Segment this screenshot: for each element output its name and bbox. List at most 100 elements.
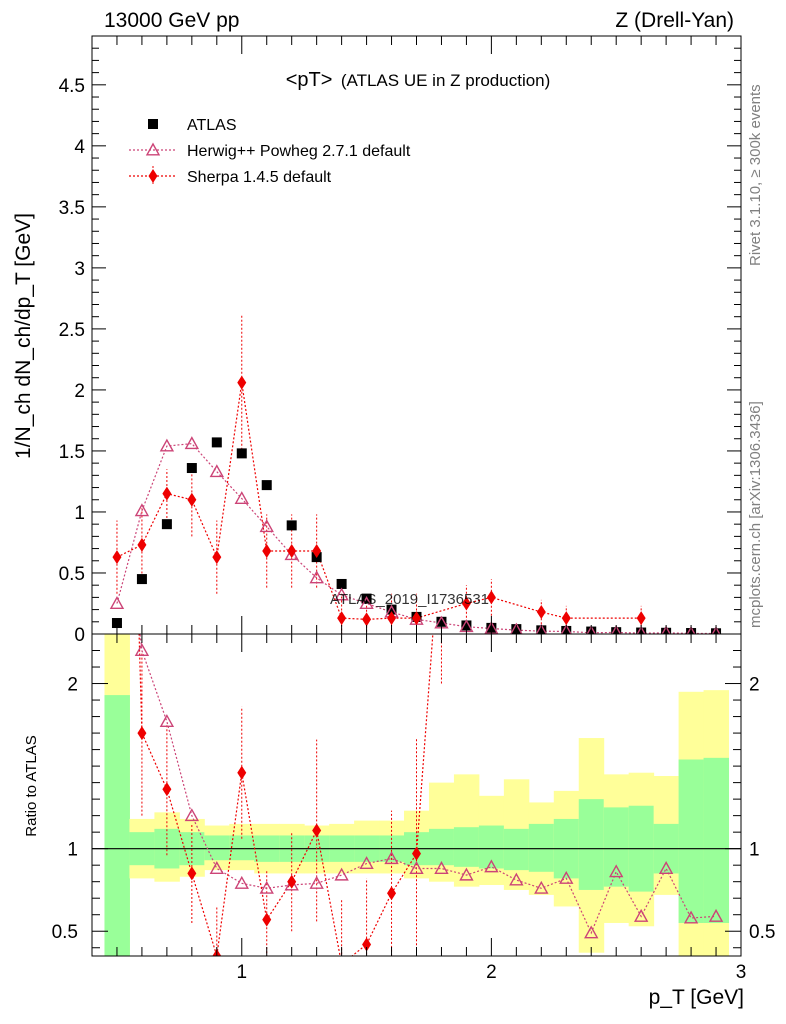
- ratio-y-tick-label-right: 2: [749, 675, 760, 696]
- atlas-point: [161, 519, 172, 530]
- main-title-main: <pT>: [286, 69, 333, 91]
- sherpa-point: [112, 550, 122, 565]
- main-title-sub: (ATLAS UE in Z production): [341, 71, 550, 90]
- herwig-point: [134, 503, 150, 517]
- herwig-ratio-point: [509, 872, 524, 886]
- ratio-y-tick-label-right: 0.5: [749, 922, 775, 943]
- sherpa-point: [187, 492, 197, 507]
- sherpa-point: [212, 550, 222, 565]
- sherpa-ratio-point: [437, 511, 446, 525]
- herwig-ratio-point: [334, 867, 349, 881]
- herwig-ratio-point: [234, 875, 249, 889]
- herwig-point: [611, 624, 622, 634]
- sherpa-point: [486, 590, 496, 605]
- herwig-line: [116, 442, 717, 634]
- mcplots-label: mcplots.cern.ch [arXiv:1306.3436]: [747, 401, 764, 628]
- herwig-ratio-point: [459, 867, 474, 881]
- atlas-point: [236, 448, 247, 459]
- legend-herwig-marker: [145, 142, 161, 156]
- herwig-point: [234, 491, 249, 505]
- sherpa-point: [262, 544, 272, 559]
- herwig-point: [510, 622, 523, 634]
- sherpa-ratio-point: [262, 912, 272, 927]
- herwig-point: [636, 625, 646, 634]
- sherpa-point: [312, 544, 322, 559]
- sherpa-ratio-point: [312, 823, 322, 838]
- main-title: <pT> (ATLAS UE in Z production): [286, 69, 551, 91]
- herwig-point: [711, 626, 721, 634]
- ratio-y-tick-label: 1: [67, 840, 78, 861]
- herwig-ratio-point: [159, 714, 175, 728]
- herwig-ratio-point: [284, 877, 299, 891]
- herwig-ratio-point: [484, 859, 499, 873]
- sherpa-point: [162, 486, 172, 501]
- herwig-ratio-point: [609, 864, 624, 878]
- rivet-label: Rivet 3.1.10, ≥ 300k events: [747, 84, 764, 266]
- sherpa-point: [337, 611, 347, 626]
- ratio-x-tick-label: 3: [736, 962, 747, 983]
- herwig-ratio-line: [139, 634, 717, 935]
- atlas-point: [211, 437, 222, 448]
- herwig-ratio-point: [259, 880, 274, 894]
- ratio-y-tick-label-right: 1: [749, 840, 760, 861]
- herwig-ratio-point: [633, 908, 649, 922]
- sherpa-point: [362, 612, 372, 627]
- sherpa-point: [412, 611, 421, 626]
- atlas-point: [436, 616, 447, 627]
- herwig-point: [560, 623, 572, 634]
- main-y-tick-label: 2: [74, 381, 85, 402]
- ratio-plot-area: [92, 511, 741, 971]
- sherpa-point: [387, 611, 397, 626]
- ratio-y-tick-label: 0.5: [52, 922, 78, 943]
- band-1sigma: [528, 823, 555, 872]
- herwig-point: [686, 625, 696, 634]
- atlas-point: [336, 578, 347, 589]
- main-y-tick-label: 4: [74, 137, 85, 158]
- ratio-x-tick-label: 1: [236, 962, 247, 983]
- band-1sigma: [204, 835, 230, 861]
- sherpa-ratio-point: [362, 937, 372, 952]
- sherpa-ratio-point: [387, 886, 397, 901]
- sherpa-ratio-point: [287, 874, 297, 889]
- sherpa-ratio-point: [137, 726, 147, 741]
- herwig-point: [109, 596, 125, 609]
- ratio-axes: 0.5 0.5 1 1 2 2 1 2 3: [52, 634, 775, 983]
- ratio-x-label: p_T [GeV]: [649, 986, 744, 1009]
- herwig-ratio-point: [384, 851, 399, 865]
- herwig-ratio-point: [359, 856, 374, 870]
- ratio-x-tick-label: 2: [486, 962, 497, 983]
- atlas-point: [286, 520, 297, 531]
- main-plot-area: [109, 315, 722, 634]
- legend-label: ATLAS: [187, 117, 237, 134]
- sherpa-ratio-point: [337, 957, 346, 971]
- band-1sigma: [453, 827, 480, 867]
- sherpa-point: [461, 596, 471, 611]
- herwig-ratio-point: [658, 861, 674, 874]
- atlas-point: [111, 618, 122, 629]
- main-y-tick-label: 2.5: [59, 320, 85, 341]
- band-1sigma: [603, 807, 630, 887]
- atlas-point: [136, 574, 147, 585]
- band-1sigma: [578, 799, 605, 890]
- main-clipped-content: [109, 315, 722, 634]
- sherpa-ratio-point: [237, 765, 247, 780]
- main-y-tick-label: 0.5: [59, 564, 85, 585]
- herwig-point: [535, 623, 548, 634]
- sherpa-point: [237, 375, 247, 390]
- sherpa-point: [561, 611, 571, 626]
- sherpa-point: [137, 537, 147, 552]
- main-y-tick-label: 1: [74, 503, 85, 524]
- main-panel: 0 0.5 1 1.5 2 2.5 3 3.5 4 4.5 <pT> (ATLAS UE in Z…: [12, 35, 742, 646]
- legend: ATLAS Herwig++ Powheg 2.7.1 default Sherpa…: [129, 117, 411, 186]
- atlas-point: [186, 463, 197, 474]
- sherpa-line: [116, 382, 642, 620]
- main-y-tick-label: 4.5: [59, 76, 85, 97]
- herwig-ratio-point: [134, 643, 150, 657]
- legend-label: Sherpa 1.4.5 default: [187, 169, 332, 186]
- herwig-ratio-point: [184, 808, 200, 822]
- main-y-label: 1/N_ch dN_ch/dp_T [GeV]: [12, 213, 35, 459]
- atlas-point: [386, 604, 397, 615]
- main-y-tick-label: 3.5: [59, 198, 85, 219]
- main-y-tick-label: 0: [74, 625, 85, 646]
